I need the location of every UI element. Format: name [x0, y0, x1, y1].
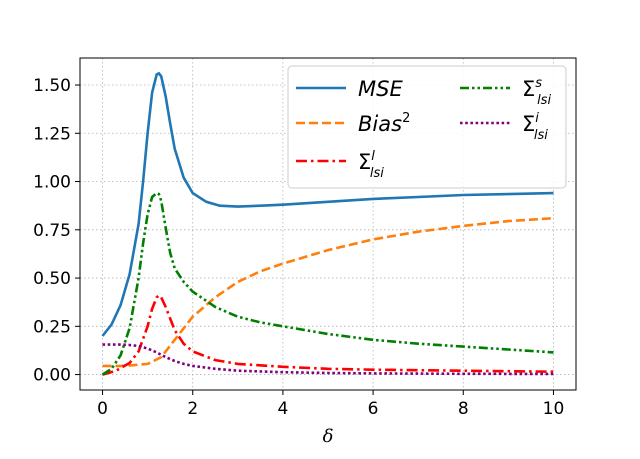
- y-tick-label: 0.50: [33, 269, 71, 289]
- legend-label: Σs lsi: [522, 76, 551, 108]
- y-tick-label: 1.50: [33, 76, 71, 96]
- legend: MSE Bias2 Σl lsi Σs lsi Σi lsi: [287, 65, 567, 189]
- series-line: [102, 216, 554, 368]
- series-line: [102, 343, 554, 376]
- legend-label: Σl lsi: [358, 149, 384, 181]
- plot-frame: [79, 57, 577, 391]
- x-tick-label: 10: [543, 399, 565, 419]
- x-tick-label: 8: [458, 399, 469, 419]
- y-tick-label: 0.75: [33, 221, 71, 241]
- legend-label: MSE: [358, 77, 403, 101]
- x-tick-label: 2: [187, 399, 198, 419]
- x-tick-label: 4: [277, 399, 288, 419]
- series-line: [101, 71, 554, 337]
- legend-label: Bias2: [358, 111, 410, 136]
- axis-ticks: 0 2 4 6 8 10 0.00 0.25 0.50 0.75 1.00 1.25 1.50: [33, 76, 564, 419]
- legend-label: Σi lsi: [522, 111, 548, 143]
- x-tick-label: 0: [97, 399, 108, 419]
- series-line: [102, 293, 554, 376]
- x-axis-label: δ: [323, 426, 334, 447]
- y-tick-label: 0.25: [33, 317, 71, 337]
- y-tick-label: 1.00: [33, 173, 71, 193]
- series-line: [101, 191, 554, 376]
- x-tick-label: 6: [368, 399, 379, 419]
- legend-box: [287, 65, 567, 189]
- plot-series: [101, 71, 554, 376]
- y-tick-label: 1.25: [33, 124, 71, 144]
- y-tick-label: 0.00: [33, 366, 71, 386]
